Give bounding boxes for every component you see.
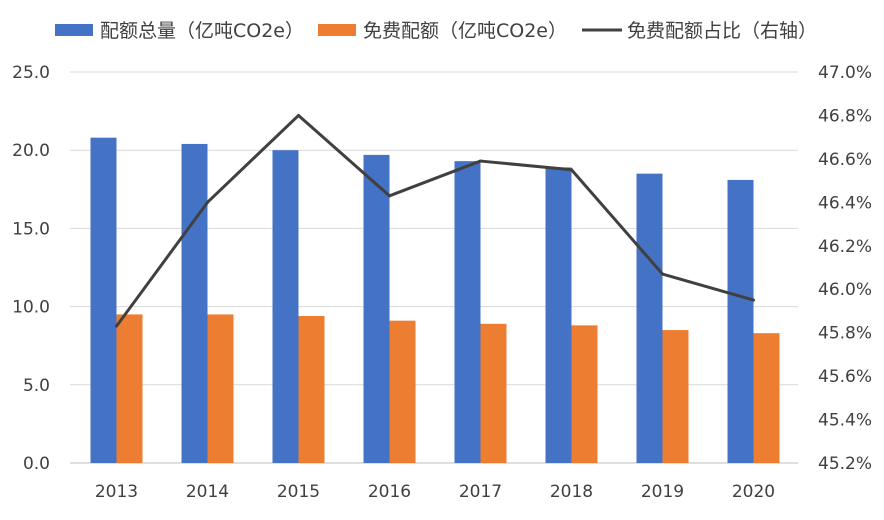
- bar-total: [272, 150, 299, 463]
- share-line-point: [570, 168, 573, 172]
- legend-label: 配额总量（亿吨CO2e）: [100, 20, 304, 42]
- bar-total: [636, 173, 663, 463]
- bar-free: [389, 320, 416, 463]
- gridlines: [70, 71, 798, 464]
- share-line: [115, 113, 754, 328]
- x-tick-label: 2017: [459, 482, 502, 502]
- share-line-point: [661, 272, 664, 276]
- legend-swatch: [55, 24, 93, 36]
- y-right-tick-label: 46.0%: [818, 280, 872, 300]
- share-line-point: [479, 159, 482, 163]
- bar-total: [454, 161, 481, 463]
- x-tick-label: 2014: [186, 482, 229, 502]
- y-right-tick-label: 46.8%: [818, 106, 872, 126]
- bar-free: [116, 314, 143, 463]
- x-tick-label: 2013: [95, 482, 138, 502]
- y-right-tick-label: 45.8%: [818, 324, 872, 344]
- bar-free: [298, 315, 325, 463]
- bars: [90, 137, 780, 464]
- y-left-tick-label: 0.0: [23, 454, 50, 474]
- axes: 0.0 5.0 10.0 15.0 20.0 25.0 45.2% 45.4% 45.6% 45.…: [12, 63, 872, 502]
- x-tick-label: 2019: [641, 482, 684, 502]
- y-left-tick-label: 10.0: [12, 298, 50, 318]
- bar-free: [662, 330, 689, 463]
- y-left-tick-label: 20.0: [12, 141, 50, 161]
- y-right-tick-label: 46.4%: [818, 193, 872, 213]
- y-left-tick-label: 25.0: [12, 63, 50, 83]
- y-right-tick-label: 45.6%: [818, 367, 872, 387]
- share-line-point: [297, 113, 300, 117]
- bar-free: [753, 333, 780, 463]
- bar-total: [363, 154, 390, 463]
- x-tick-label: 2020: [732, 482, 775, 502]
- legend-label: 免费配额（亿吨CO2e）: [363, 20, 567, 42]
- bar-free: [571, 325, 598, 463]
- legend-label: 免费配额占比（右轴）: [627, 20, 817, 42]
- y-right-tick-label: 45.4%: [818, 411, 872, 431]
- y-right-tick-label: 46.2%: [818, 237, 872, 257]
- line-series: [115, 113, 755, 328]
- x-tick-label: 2016: [368, 482, 411, 502]
- y-left-tick-label: 15.0: [12, 219, 50, 239]
- bar-free: [207, 314, 234, 463]
- share-line-point: [206, 200, 209, 204]
- legend-swatch: [318, 24, 356, 36]
- bar-total: [727, 179, 754, 463]
- y-right-tick-label: 45.2%: [818, 454, 872, 474]
- x-tick-label: 2018: [550, 482, 593, 502]
- x-tick-label: 2015: [277, 482, 320, 502]
- bar-total: [181, 143, 208, 463]
- share-line-point: [115, 324, 118, 328]
- y-right-tick-label: 47.0%: [818, 63, 872, 83]
- bar-total: [90, 137, 117, 464]
- y-right-tick-label: 46.6%: [818, 150, 872, 170]
- share-line-point: [752, 298, 755, 302]
- bar-free: [480, 323, 507, 463]
- bar-total: [545, 167, 572, 464]
- y-left-tick-label: 5.0: [23, 376, 50, 396]
- share-line-point: [388, 194, 391, 198]
- legend: 配额总量（亿吨CO2e） 免费配额（亿吨CO2e） 免费配额占比（右轴）: [55, 20, 817, 42]
